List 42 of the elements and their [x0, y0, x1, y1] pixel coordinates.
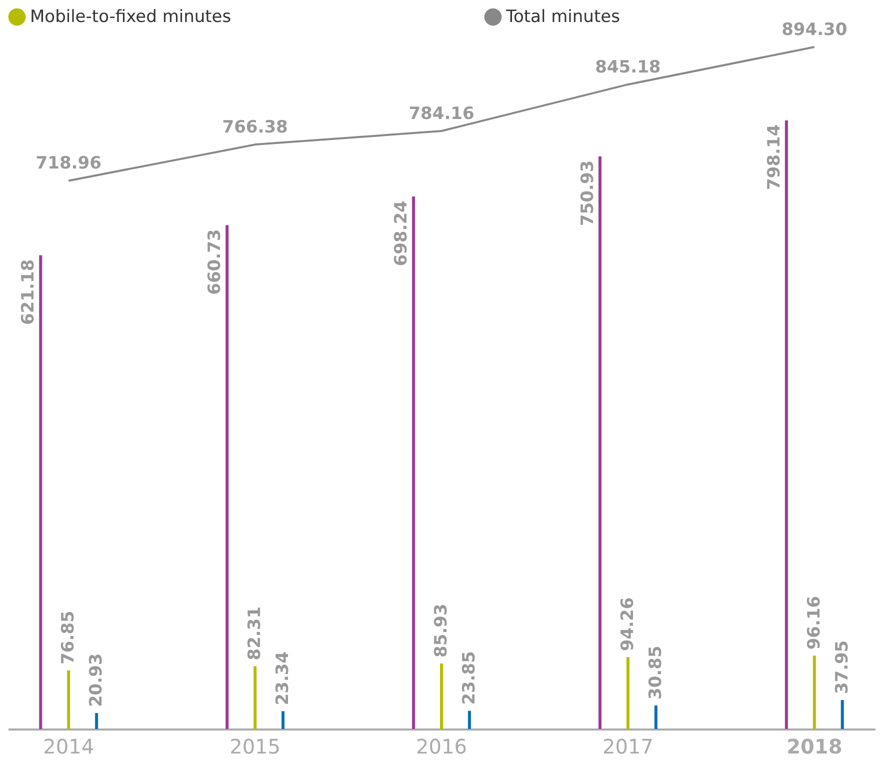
- data-label: 94.26: [618, 597, 638, 652]
- x-tick-label: 2018: [786, 734, 842, 758]
- bar: [440, 663, 443, 729]
- bar: [226, 225, 229, 729]
- data-label: 23.34: [273, 651, 294, 706]
- data-label: 845.18: [595, 57, 661, 78]
- x-tick-label: 2015: [230, 734, 280, 758]
- data-label: 621.18: [18, 259, 39, 325]
- data-label: 96.16: [804, 596, 824, 650]
- bar: [412, 196, 416, 729]
- data-label: 784.16: [408, 104, 474, 124]
- bar: [840, 700, 844, 729]
- bar: [598, 156, 602, 729]
- data-label: 798.14: [764, 124, 784, 190]
- data-label: 750.93: [578, 160, 598, 226]
- data-label: 82.31: [245, 606, 266, 660]
- data-label: 30.85: [646, 646, 666, 700]
- data-label: 660.73: [205, 229, 226, 295]
- data-label: 698.24: [392, 200, 412, 266]
- bar: [654, 705, 658, 729]
- bar: [282, 711, 285, 729]
- bar: [468, 710, 471, 729]
- legend-label: Mobile-to-fixed minutes: [30, 7, 232, 28]
- legend-label: Total minutes: [505, 7, 620, 28]
- x-tick-label: 2017: [602, 734, 654, 758]
- bar: [67, 670, 70, 729]
- data-label: 766.38: [222, 118, 288, 138]
- bar: [784, 120, 788, 729]
- data-label: 718.96: [36, 154, 102, 174]
- data-label: 23.85: [459, 651, 480, 705]
- bar: [812, 656, 816, 729]
- data-label: 76.85: [58, 610, 79, 664]
- bar: [95, 713, 98, 729]
- x-tick-label: 2016: [416, 734, 467, 758]
- data-label: 894.30: [782, 20, 848, 40]
- x-tick-label: 2014: [43, 734, 94, 758]
- data-label: 85.93: [432, 604, 452, 658]
- bar: [39, 255, 42, 729]
- bar: [626, 657, 630, 729]
- bar: [254, 666, 257, 729]
- data-label: 20.93: [86, 653, 107, 708]
- data-label: 37.95: [832, 640, 852, 694]
